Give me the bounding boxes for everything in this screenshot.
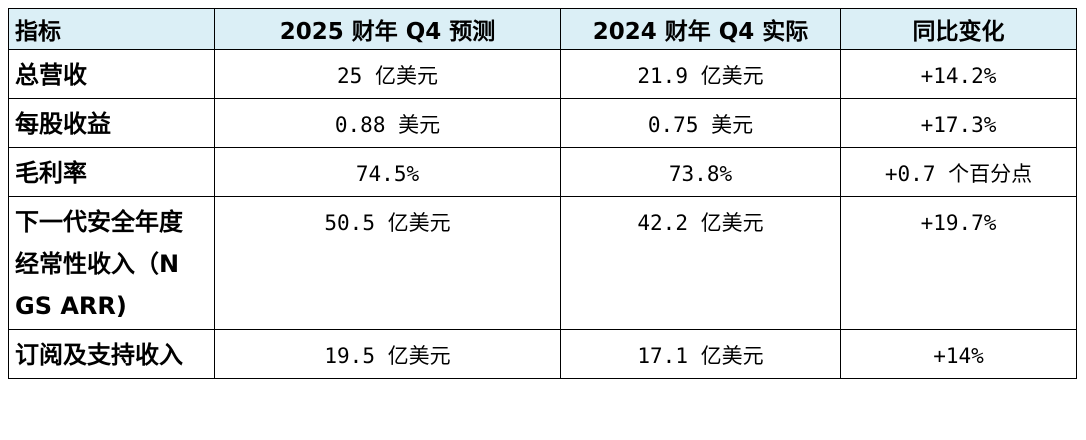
- value-cell: 50.5 亿美元: [214, 196, 561, 330]
- data-table: 指标 2025 财年 Q4 预测 2024 财年 Q4 实际 同比变化 总营收 25 亿…: [8, 8, 1077, 379]
- value-cell: +0.7 个百分点: [840, 147, 1077, 197]
- value-cell: 17.1 亿美元: [560, 329, 841, 379]
- metric-cell: 订阅及支持收入: [8, 329, 215, 379]
- table-row: 每股收益 0.88 美元 0.75 美元 +17.3%: [8, 98, 1077, 148]
- value-cell: +19.7%: [840, 196, 1077, 330]
- value-cell: 0.88 美元: [214, 98, 561, 148]
- value-cell: +14.2%: [840, 49, 1077, 99]
- value-cell: 73.8%: [560, 147, 841, 197]
- table-body: 总营收 25 亿美元 21.9 亿美元 +14.2% 每股收益 0.88 美元 0.75 美…: [8, 49, 1077, 379]
- metric-cell: 毛利率: [8, 147, 215, 197]
- header-cell: 同比变化: [840, 8, 1077, 50]
- value-cell: 21.9 亿美元: [560, 49, 841, 99]
- value-cell: +17.3%: [840, 98, 1077, 148]
- metric-cell: 总营收: [8, 49, 215, 99]
- metric-cell: 每股收益: [8, 98, 215, 148]
- metric-cell: 下一代安全年度经常性收入（NGS ARR): [8, 196, 215, 330]
- value-cell: 74.5%: [214, 147, 561, 197]
- header-cell: 2025 财年 Q4 预测: [214, 8, 561, 50]
- header-row: 指标 2025 财年 Q4 预测 2024 财年 Q4 实际 同比变化: [8, 8, 1077, 50]
- value-cell: 0.75 美元: [560, 98, 841, 148]
- table-row: 订阅及支持收入 19.5 亿美元 17.1 亿美元 +14%: [8, 329, 1077, 379]
- table-row: 总营收 25 亿美元 21.9 亿美元 +14.2%: [8, 49, 1077, 99]
- table-row: 毛利率 74.5% 73.8% +0.7 个百分点: [8, 147, 1077, 197]
- value-cell: 42.2 亿美元: [560, 196, 841, 330]
- header-cell: 2024 财年 Q4 实际: [560, 8, 841, 50]
- table-row: 下一代安全年度经常性收入（NGS ARR) 50.5 亿美元 42.2 亿美元 +19…: [8, 196, 1077, 330]
- value-cell: +14%: [840, 329, 1077, 379]
- value-cell: 25 亿美元: [214, 49, 561, 99]
- value-cell: 19.5 亿美元: [214, 329, 561, 379]
- header-cell: 指标: [8, 8, 215, 50]
